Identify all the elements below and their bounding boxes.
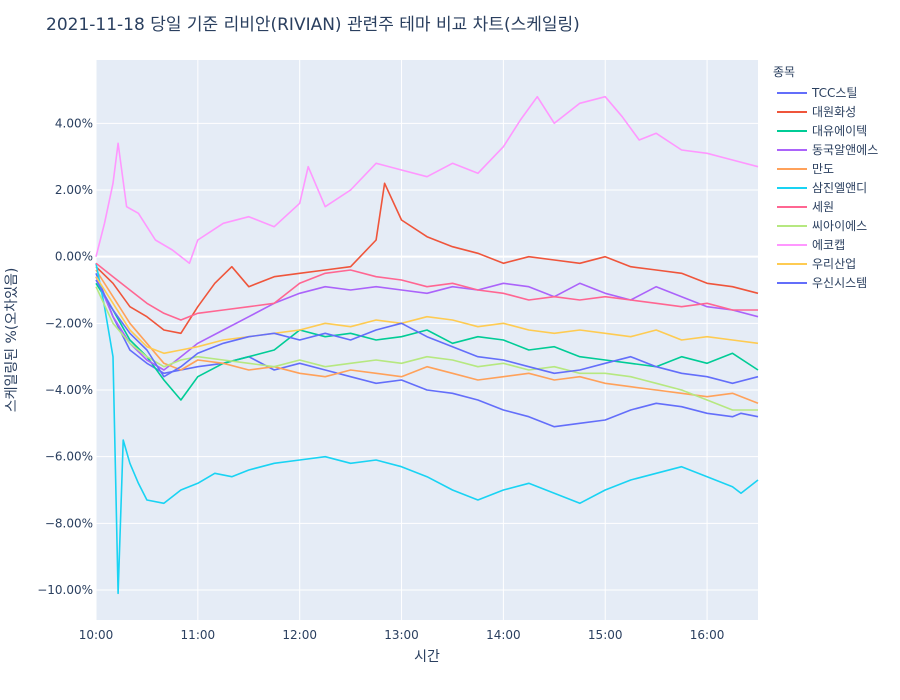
x-tick-label: 10:00 xyxy=(79,628,114,642)
y-tick-label: −6.00% xyxy=(45,450,93,464)
x-tick-label: 12:00 xyxy=(282,628,317,642)
legend-item-label: 대원화성 xyxy=(812,105,856,119)
series-line-1 xyxy=(95,273,759,428)
legend-item-label: 우리산업 xyxy=(812,257,856,271)
y-tick-label: 2.00% xyxy=(55,183,93,197)
legend-item-label: 씨아이에스 xyxy=(812,219,867,233)
x-tick-label: 16:00 xyxy=(690,628,725,642)
legend-item-label: 대유에이텍 xyxy=(812,124,867,138)
series-line-7 xyxy=(95,262,758,321)
series-line-6 xyxy=(95,263,759,595)
series-line-2 xyxy=(95,182,759,335)
legend-item-label: TCC스틸 xyxy=(811,86,857,100)
x-tick-label: 11:00 xyxy=(181,628,216,642)
series-line-3 xyxy=(95,282,759,401)
series-line-9 xyxy=(95,95,759,265)
y-tick-label: −8.00% xyxy=(45,516,93,530)
y-tick-label: −4.00% xyxy=(45,383,93,397)
gridlines xyxy=(95,60,758,620)
x-tick-label: 15:00 xyxy=(588,628,623,642)
legend: 종목 TCC스틸대원화성대유에이텍동국알앤에스만도삼진엘앤디세원씨아이에스에코캡… xyxy=(773,65,878,290)
legend-item-label: 만도 xyxy=(812,162,834,176)
legend-item-label: 우신시스템 xyxy=(812,276,867,290)
series-line-5 xyxy=(95,269,759,405)
series-line-8 xyxy=(95,286,758,411)
x-tick-label: 13:00 xyxy=(384,628,419,642)
series-line-4 xyxy=(95,276,759,371)
legend-item-label: 세원 xyxy=(812,200,834,214)
series-line-11 xyxy=(95,279,759,385)
y-axis-ticks: 4.00% 2.00% 0.00% −2.00% −4.00% −6.00% −8.00% −… xyxy=(37,116,93,597)
x-tick-label: 14:00 xyxy=(486,628,521,642)
legend-item-label: 삼진엘앤디 xyxy=(812,181,867,195)
y-axis-title: 스케일링된 %(오차있음) xyxy=(4,268,20,413)
chart-title: 2021-11-18 당일 기준 리비안(RIVIAN) 관련주 테마 비교 차… xyxy=(46,15,580,35)
x-axis-title: 시간 xyxy=(414,649,440,665)
legend-title: 종목 xyxy=(773,65,795,79)
x-axis-ticks: 10:00 11:00 12:00 13:00 14:00 15:00 16:00 xyxy=(79,628,725,642)
y-tick-label: 4.00% xyxy=(55,116,93,130)
legend-item-label: 동국알앤에스 xyxy=(812,143,878,157)
legend-item-label: 에코캡 xyxy=(812,238,845,252)
plot-area xyxy=(96,60,758,620)
series-layer xyxy=(95,95,759,595)
y-tick-label: −10.00% xyxy=(37,583,93,597)
y-tick-label: −2.00% xyxy=(45,316,93,330)
y-tick-label: 0.00% xyxy=(55,250,93,264)
